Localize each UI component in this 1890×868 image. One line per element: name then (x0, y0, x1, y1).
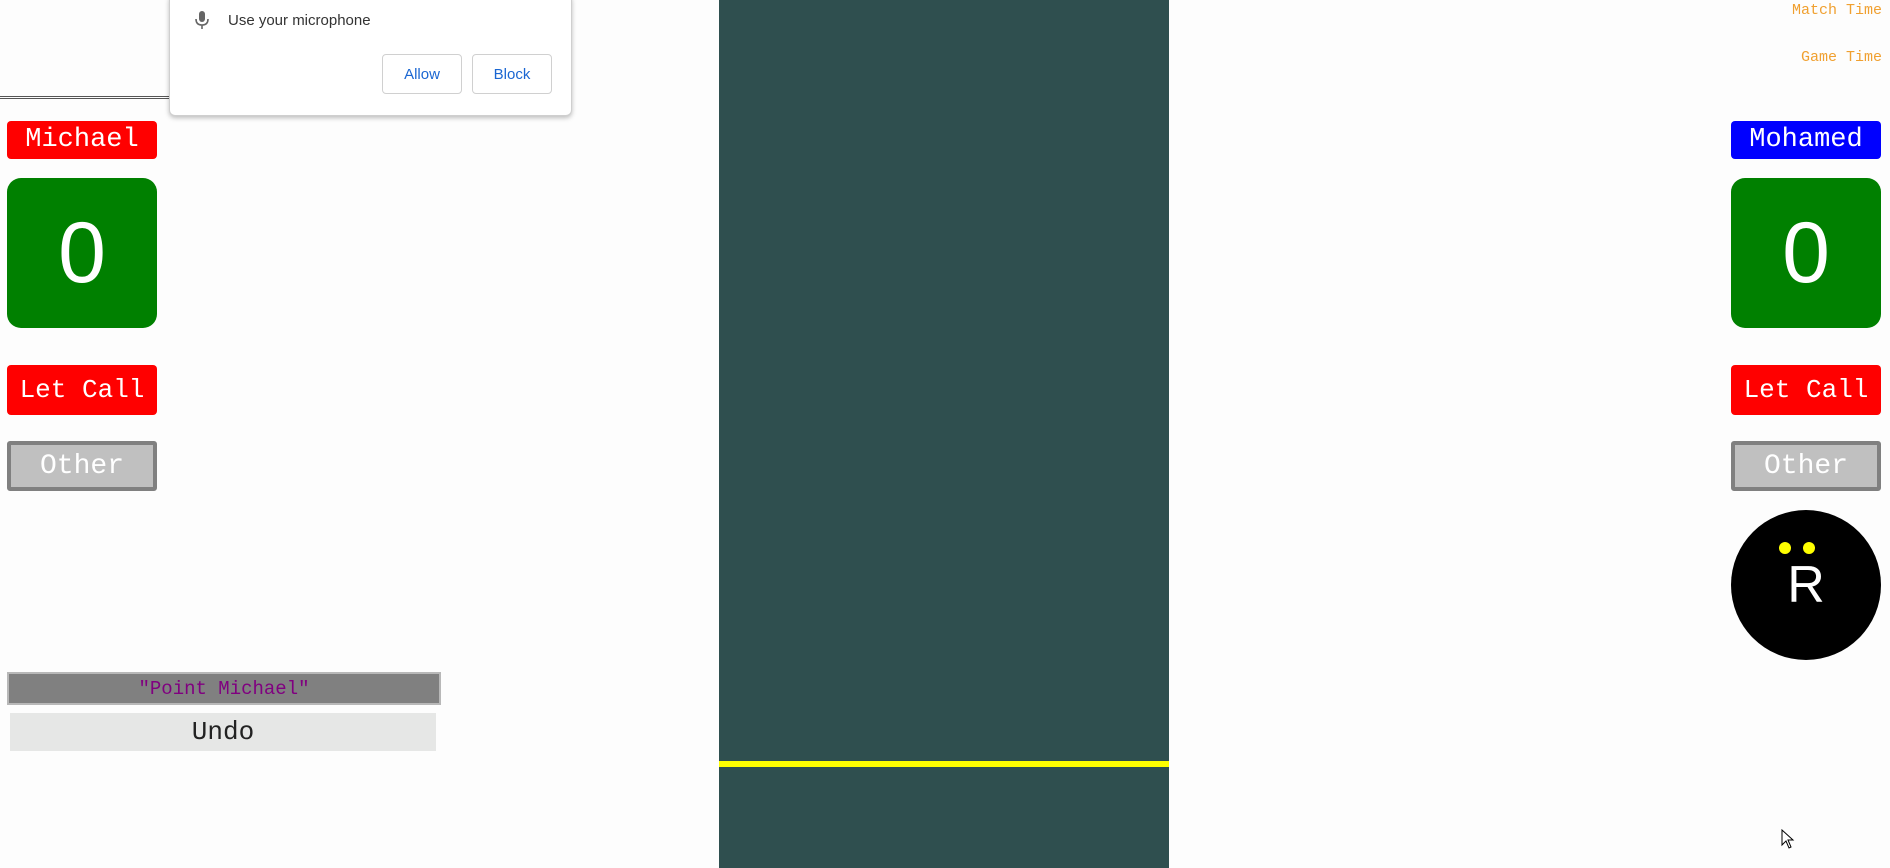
court-service-line (719, 761, 1169, 767)
game-time-label: Game Time (1800, 49, 1882, 66)
player-right-name[interactable]: Mohamed (1731, 121, 1881, 159)
referee-right-eye-icon (1803, 542, 1815, 554)
player-left-let-call-button[interactable]: Let Call (7, 365, 157, 415)
allow-button[interactable]: Allow (382, 54, 462, 94)
referee-label: R (1787, 556, 1825, 614)
microphone-icon (195, 11, 209, 29)
court (719, 0, 1169, 868)
microphone-permission-popup: Use your microphone Allow Block (169, 0, 572, 116)
mouse-cursor-icon (1781, 829, 1795, 849)
player-right-score[interactable]: 0 (1731, 178, 1881, 328)
player-left-score[interactable]: 0 (7, 178, 157, 328)
player-left-name[interactable]: Michael (7, 121, 157, 159)
referee-left-eye-icon (1779, 542, 1791, 554)
match-time-label: Match Time (1791, 2, 1882, 19)
player-right-other-button[interactable]: Other (1731, 441, 1881, 491)
divider-line (0, 96, 172, 99)
player-left-other-button[interactable]: Other (7, 441, 157, 491)
undo-button[interactable]: Undo (10, 713, 436, 751)
player-right-let-call-button[interactable]: Let Call (1731, 365, 1881, 415)
permission-message: Use your microphone (228, 12, 371, 29)
call-display: "Point Michael" (7, 672, 441, 705)
referee-button[interactable]: R (1731, 510, 1881, 660)
block-button[interactable]: Block (472, 54, 552, 94)
